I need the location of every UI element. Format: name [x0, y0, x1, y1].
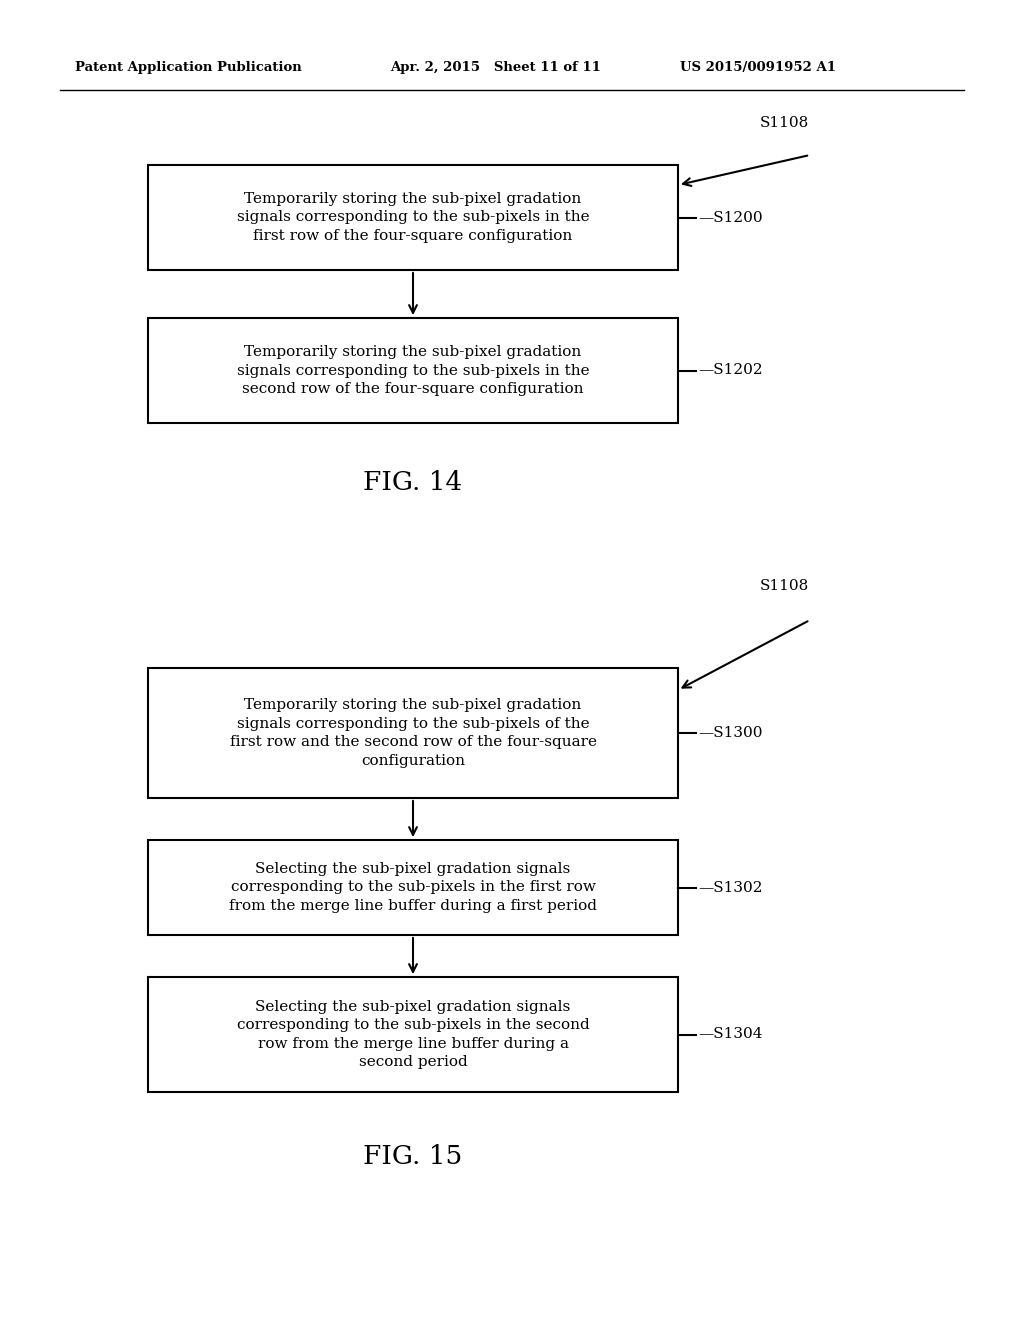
Text: Selecting the sub-pixel gradation signals
corresponding to the sub-pixels in the: Selecting the sub-pixel gradation signal…: [229, 862, 597, 913]
Text: Apr. 2, 2015   Sheet 11 of 11: Apr. 2, 2015 Sheet 11 of 11: [390, 62, 601, 74]
Text: US 2015/0091952 A1: US 2015/0091952 A1: [680, 62, 836, 74]
Text: Patent Application Publication: Patent Application Publication: [75, 62, 302, 74]
Text: —S1202: —S1202: [698, 363, 763, 378]
Text: FIG. 14: FIG. 14: [364, 470, 463, 495]
Text: Temporarily storing the sub-pixel gradation
signals corresponding to the sub-pix: Temporarily storing the sub-pixel gradat…: [237, 193, 590, 243]
Text: Temporarily storing the sub-pixel gradation
signals corresponding to the sub-pix: Temporarily storing the sub-pixel gradat…: [237, 345, 590, 396]
FancyBboxPatch shape: [148, 840, 678, 935]
FancyBboxPatch shape: [148, 668, 678, 799]
Text: —S1300: —S1300: [698, 726, 763, 741]
FancyBboxPatch shape: [148, 318, 678, 422]
FancyBboxPatch shape: [148, 165, 678, 271]
Text: FIG. 15: FIG. 15: [364, 1144, 463, 1170]
Text: S1108: S1108: [760, 116, 809, 129]
Text: —S1304: —S1304: [698, 1027, 763, 1041]
FancyBboxPatch shape: [148, 977, 678, 1092]
Text: Temporarily storing the sub-pixel gradation
signals corresponding to the sub-pix: Temporarily storing the sub-pixel gradat…: [229, 698, 597, 768]
Text: —S1302: —S1302: [698, 880, 763, 895]
Text: S1108: S1108: [760, 579, 809, 593]
Text: —S1200: —S1200: [698, 210, 763, 224]
Text: Selecting the sub-pixel gradation signals
corresponding to the sub-pixels in the: Selecting the sub-pixel gradation signal…: [237, 1001, 590, 1069]
